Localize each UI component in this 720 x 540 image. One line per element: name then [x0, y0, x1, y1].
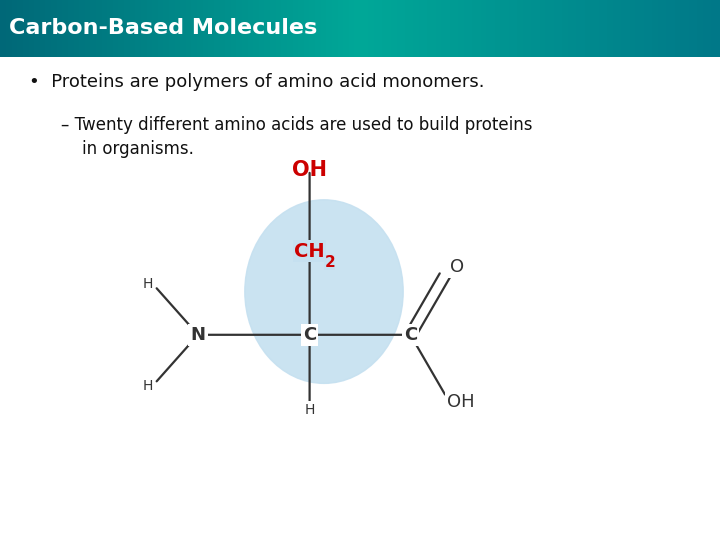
Text: O: O — [450, 258, 464, 276]
Text: – Twenty different amino acids are used to build proteins
    in organisms.: – Twenty different amino acids are used … — [61, 116, 533, 158]
Text: OH: OH — [447, 393, 474, 411]
Text: Carbon-Based Molecules: Carbon-Based Molecules — [9, 18, 317, 38]
Text: H: H — [143, 379, 153, 393]
Text: H: H — [143, 276, 153, 291]
Ellipse shape — [245, 200, 403, 383]
Text: N: N — [191, 326, 205, 344]
Text: C: C — [404, 326, 417, 344]
Text: C: C — [303, 326, 316, 344]
Text: •  Proteins are polymers of amino acid monomers.: • Proteins are polymers of amino acid mo… — [29, 73, 485, 91]
Text: H: H — [305, 403, 315, 417]
Text: OH: OH — [292, 160, 327, 180]
Text: CH: CH — [294, 241, 325, 261]
Text: 2: 2 — [325, 255, 335, 271]
